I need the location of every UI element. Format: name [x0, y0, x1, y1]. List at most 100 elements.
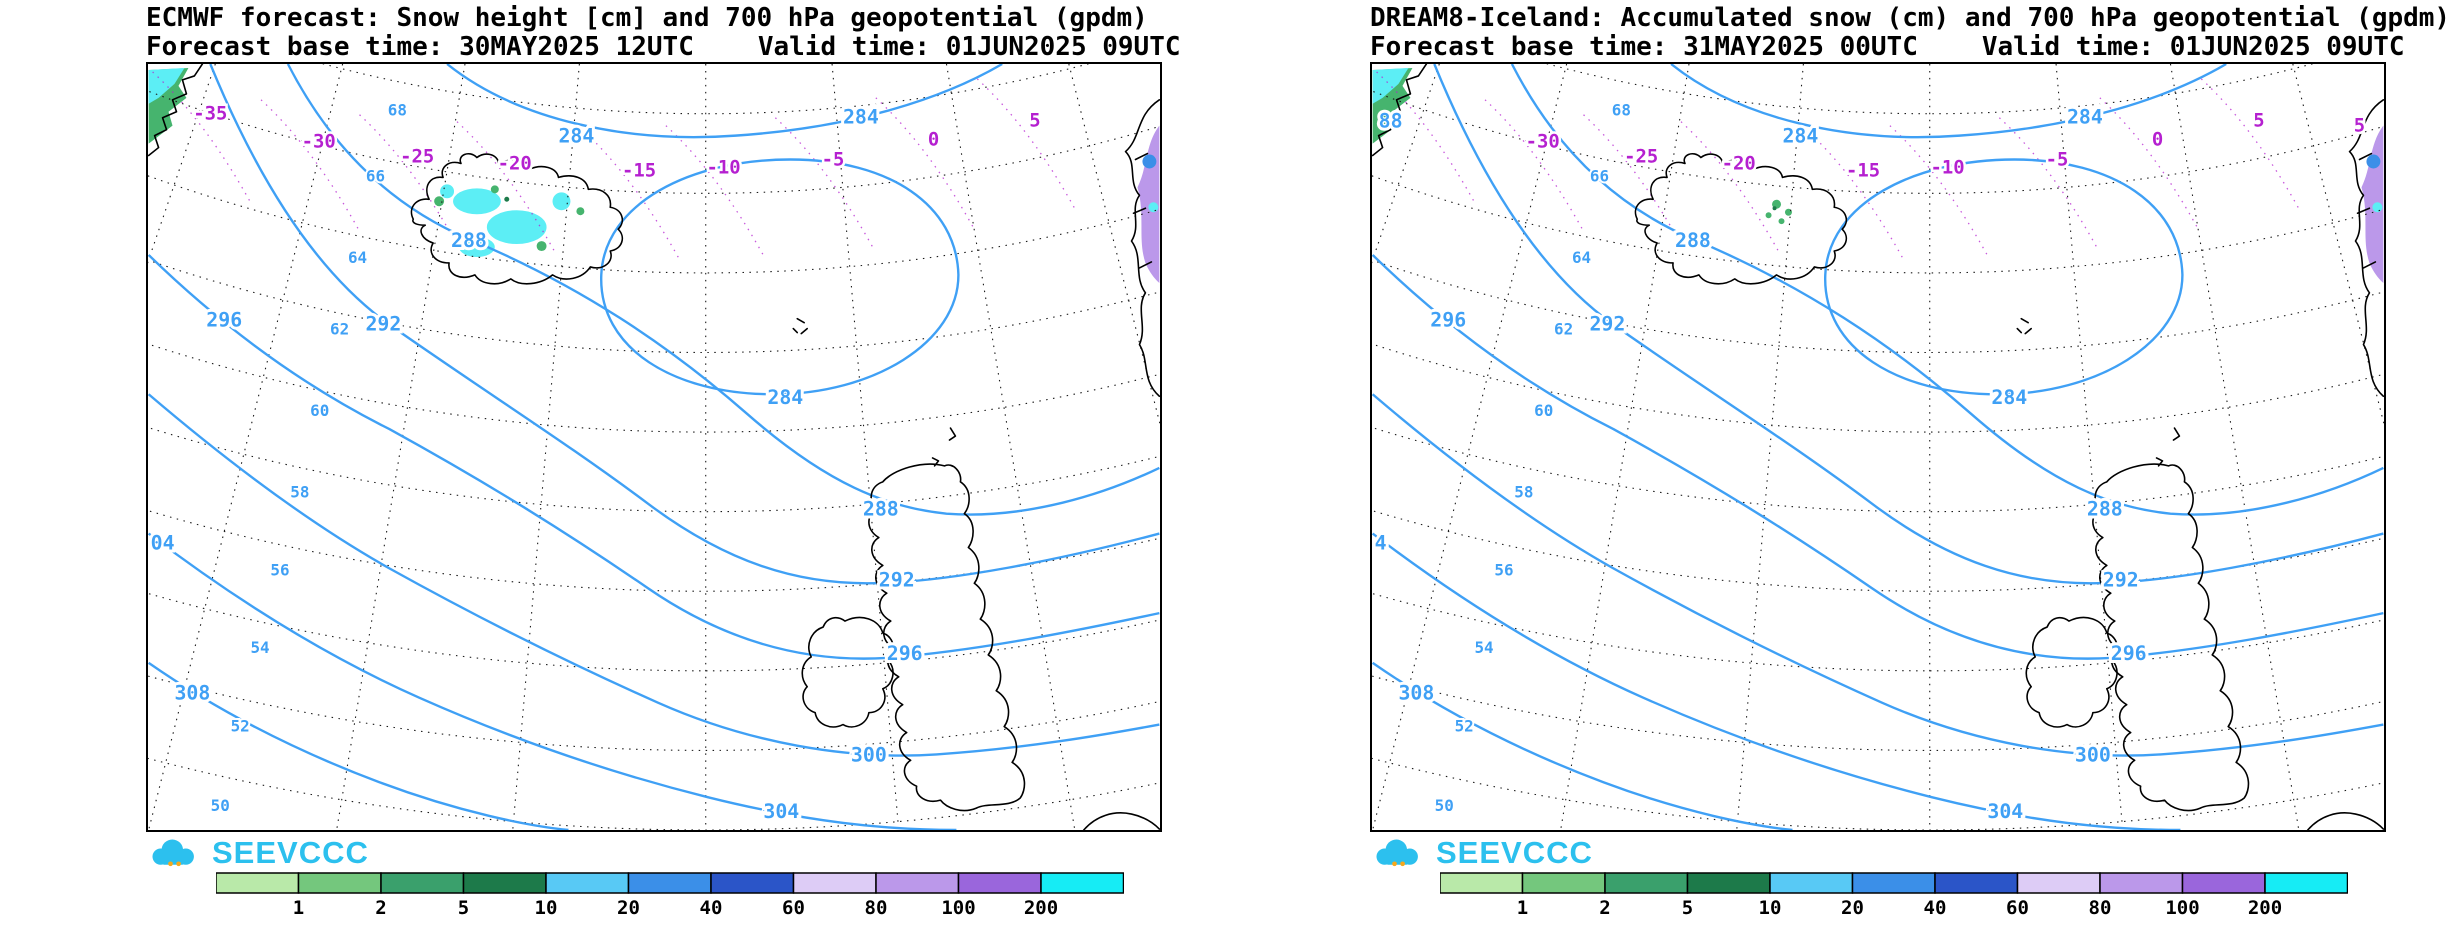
contour-label: 284	[1991, 386, 2027, 409]
legend-value: 80	[2089, 897, 2112, 918]
legend-value: 40	[1924, 897, 1947, 918]
temp-label: -30	[302, 131, 336, 153]
legend-swatch	[627, 872, 712, 894]
contour-label-clipped: 04	[151, 531, 175, 554]
lat-label: 56	[1494, 560, 1513, 579]
temp-label: -25	[1624, 145, 1658, 167]
geopotential-labels: 284 284 284 288 288 292 292 296 296 300 …	[148, 103, 926, 826]
temp-label: 5	[2354, 115, 2365, 137]
contour-label: 304	[1987, 800, 2023, 823]
norway-snow-patch	[2361, 125, 2384, 283]
legend-value: 10	[1759, 897, 1782, 918]
legend-swatch	[710, 872, 795, 894]
temp-label: -35	[193, 103, 227, 125]
legend-value: 10	[535, 897, 558, 918]
logo-text: SEEVCCC	[1436, 835, 1593, 870]
panel-dream8: DREAM8-Iceland: Accumulated snow (cm) an…	[1224, 0, 2449, 925]
lat-label: 62	[330, 320, 349, 339]
lat-label: 52	[231, 717, 250, 736]
contour-label: 296	[2111, 642, 2147, 665]
contour-label: 288	[863, 498, 899, 521]
temp-label: 5	[2253, 110, 2264, 132]
contour-label-clipped: 88	[1379, 110, 1403, 133]
legend-value: 40	[700, 897, 723, 918]
legend-value: 2	[375, 897, 386, 918]
legend-value: 1	[293, 897, 304, 918]
temperature-labels: -35 -30 -25 -20 -15 -10 -5 0 5	[191, 100, 1043, 184]
panel-subtitle: Forecast base time: 30MAY2025 12UTC Valid…	[146, 32, 1181, 62]
legend-value: 2	[1599, 897, 1610, 918]
contour-label: 288	[451, 229, 487, 252]
panel-subtitle: Forecast base time: 31MAY2025 00UTC Valid…	[1370, 32, 2405, 62]
panel-header-ecmwf: ECMWF forecast: Snow height [cm] and 700…	[146, 3, 1181, 62]
valid-time: Valid time: 01JUN2025 09UTC	[1981, 32, 2405, 62]
legend-swatch	[1686, 872, 1771, 894]
panel-header-dream8: DREAM8-Iceland: Accumulated snow (cm) an…	[1370, 4, 2449, 62]
legend-swatch	[792, 872, 877, 894]
temp-label: 0	[2152, 129, 2163, 151]
temp-label: -10	[1931, 156, 1965, 178]
temp-label: 5	[1029, 110, 1040, 132]
panel-ecmwf: ECMWF forecast: Snow height [cm] and 700…	[0, 0, 1224, 925]
temp-label: -15	[622, 159, 656, 181]
legend-value: 20	[617, 897, 640, 918]
legend-swatch	[1604, 872, 1689, 894]
legend-value: 60	[782, 897, 805, 918]
snow-patches	[148, 67, 1160, 283]
legend-swatch	[2099, 872, 2184, 894]
lat-label: 64	[348, 248, 367, 267]
legend-value: 100	[2165, 897, 2199, 918]
legend-swatch	[545, 872, 630, 894]
iceland-snow-speckles	[1765, 199, 1792, 225]
temp-label: -5	[2046, 148, 2069, 170]
lat-label: 60	[1534, 401, 1553, 420]
temp-label: -20	[498, 152, 532, 174]
legend-value: 20	[1841, 897, 1864, 918]
legend-swatch	[1934, 872, 2019, 894]
legend-value: 200	[1024, 897, 1058, 918]
contour-label: 284	[767, 386, 803, 409]
contour-label: 284	[2067, 106, 2103, 129]
snow-scale-legend: 1 2 5 10 20 40 60 80 100 200	[216, 872, 1124, 918]
contour-label: 300	[851, 743, 887, 766]
map-ecmwf: 284 284 284 288 288 292 292 296 296 300 …	[146, 62, 1162, 832]
legend-swatch	[216, 872, 300, 894]
legend-swatch	[957, 872, 1042, 894]
geopotential-labels: 284 284 284 288 288 292 292 296 296 300 …	[1372, 103, 2150, 826]
valid-time: Valid time: 01JUN2025 09UTC	[757, 32, 1181, 62]
legend-swatch	[2181, 872, 2266, 894]
legend-value: 5	[458, 897, 469, 918]
forecast-base-time: Forecast base time: 31MAY2025 00UTC	[1370, 32, 1918, 62]
legend-swatch	[2264, 872, 2348, 894]
contour-label: 288	[1675, 229, 1711, 252]
lat-label: 54	[250, 638, 269, 657]
panel-footer-ecmwf: SEEVCCC 1 2 5 10	[146, 834, 1162, 918]
legend-swatch	[1851, 872, 1936, 894]
contour-label: 288	[2087, 498, 2123, 521]
legend-swatch	[1440, 872, 1524, 894]
legend-swatch	[380, 872, 465, 894]
contour-label: 296	[1430, 309, 1466, 332]
lat-label: 50	[1435, 796, 1454, 815]
contour-label: 292	[1589, 313, 1625, 336]
forecast-base-time: Forecast base time: 30MAY2025 12UTC	[146, 32, 694, 62]
legend-value: 1	[1517, 897, 1528, 918]
latitude-labels: 68 66 64 62 60 58 56 54 52 50	[209, 99, 409, 817]
panel-title: ECMWF forecast: Snow height [cm] and 700…	[146, 3, 1148, 33]
legend-swatch	[1040, 872, 1124, 894]
legend-value: 100	[941, 897, 975, 918]
legend-swatch	[1521, 872, 1606, 894]
map-dream8: 284 284 284 288 288 292 292 296 296 300 …	[1370, 62, 2386, 832]
logo-text: SEEVCCC	[212, 835, 369, 870]
legend-swatch	[2016, 872, 2101, 894]
legend-swatch	[875, 872, 960, 894]
legend-value: 60	[2006, 897, 2029, 918]
contour-label: 284	[558, 125, 594, 148]
seevccc-logo: SEEVCCC	[148, 834, 1162, 872]
lat-label: 50	[211, 796, 230, 815]
legend-value: 200	[2248, 897, 2282, 918]
temp-label: -5	[822, 148, 845, 170]
contour-label: 292	[2103, 568, 2139, 591]
latitude-labels: 68 66 64 62 60 58 56 54 52 50	[1433, 99, 1633, 817]
